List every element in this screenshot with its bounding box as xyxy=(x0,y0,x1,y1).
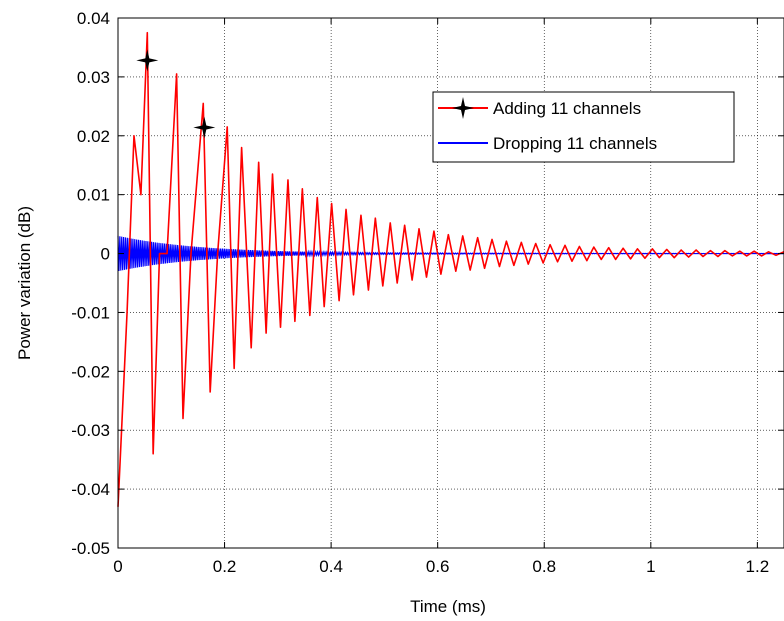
axes xyxy=(117,17,784,549)
x-tick-label: 1.2 xyxy=(746,557,770,576)
y-tick-label: 0.01 xyxy=(77,186,110,205)
y-tick-label: 0.04 xyxy=(77,9,110,28)
y-tick-label: 0.02 xyxy=(77,127,110,146)
y-axis-label: Power variation (dB) xyxy=(15,206,34,360)
y-tick-label: -0.02 xyxy=(71,362,110,381)
series-line-adding xyxy=(117,31,784,507)
y-tick-label: -0.05 xyxy=(71,539,110,558)
x-tick-label: 0.4 xyxy=(319,557,343,576)
x-axis-label: Time (ms) xyxy=(410,597,486,616)
y-tick-label: -0.04 xyxy=(71,480,110,499)
legend-marker-star-icon xyxy=(452,97,474,119)
x-tick-label: 1 xyxy=(646,557,655,576)
y-tick-label: -0.03 xyxy=(71,421,110,440)
x-tick-label: 0.6 xyxy=(426,557,450,576)
y-tick-label: 0.03 xyxy=(77,68,110,87)
x-tick-label: 0.2 xyxy=(213,557,237,576)
series-line-dropping xyxy=(117,235,784,272)
tick-labels: 0 0.2 0.4 0.6 0.8 1 1.2 -0.05 -0.04 -0.03 -0.02 -0.… xyxy=(71,9,769,576)
legend-box xyxy=(432,91,735,163)
legend-label-adding: Adding 11 channels xyxy=(493,99,641,118)
axes-frame xyxy=(117,17,784,549)
y-tick-label: 0 xyxy=(101,245,110,264)
legend: Adding 11 channels Dropping 11 channels xyxy=(432,91,735,163)
y-tick-label: -0.01 xyxy=(71,303,110,322)
legend-label-dropping: Dropping 11 channels xyxy=(493,134,657,153)
series-layer xyxy=(117,31,784,507)
data-point-star-marker xyxy=(136,49,159,72)
data-point-star-marker xyxy=(193,116,216,139)
x-tick-label: 0 xyxy=(113,557,122,576)
x-tick-label: 0.8 xyxy=(532,557,556,576)
